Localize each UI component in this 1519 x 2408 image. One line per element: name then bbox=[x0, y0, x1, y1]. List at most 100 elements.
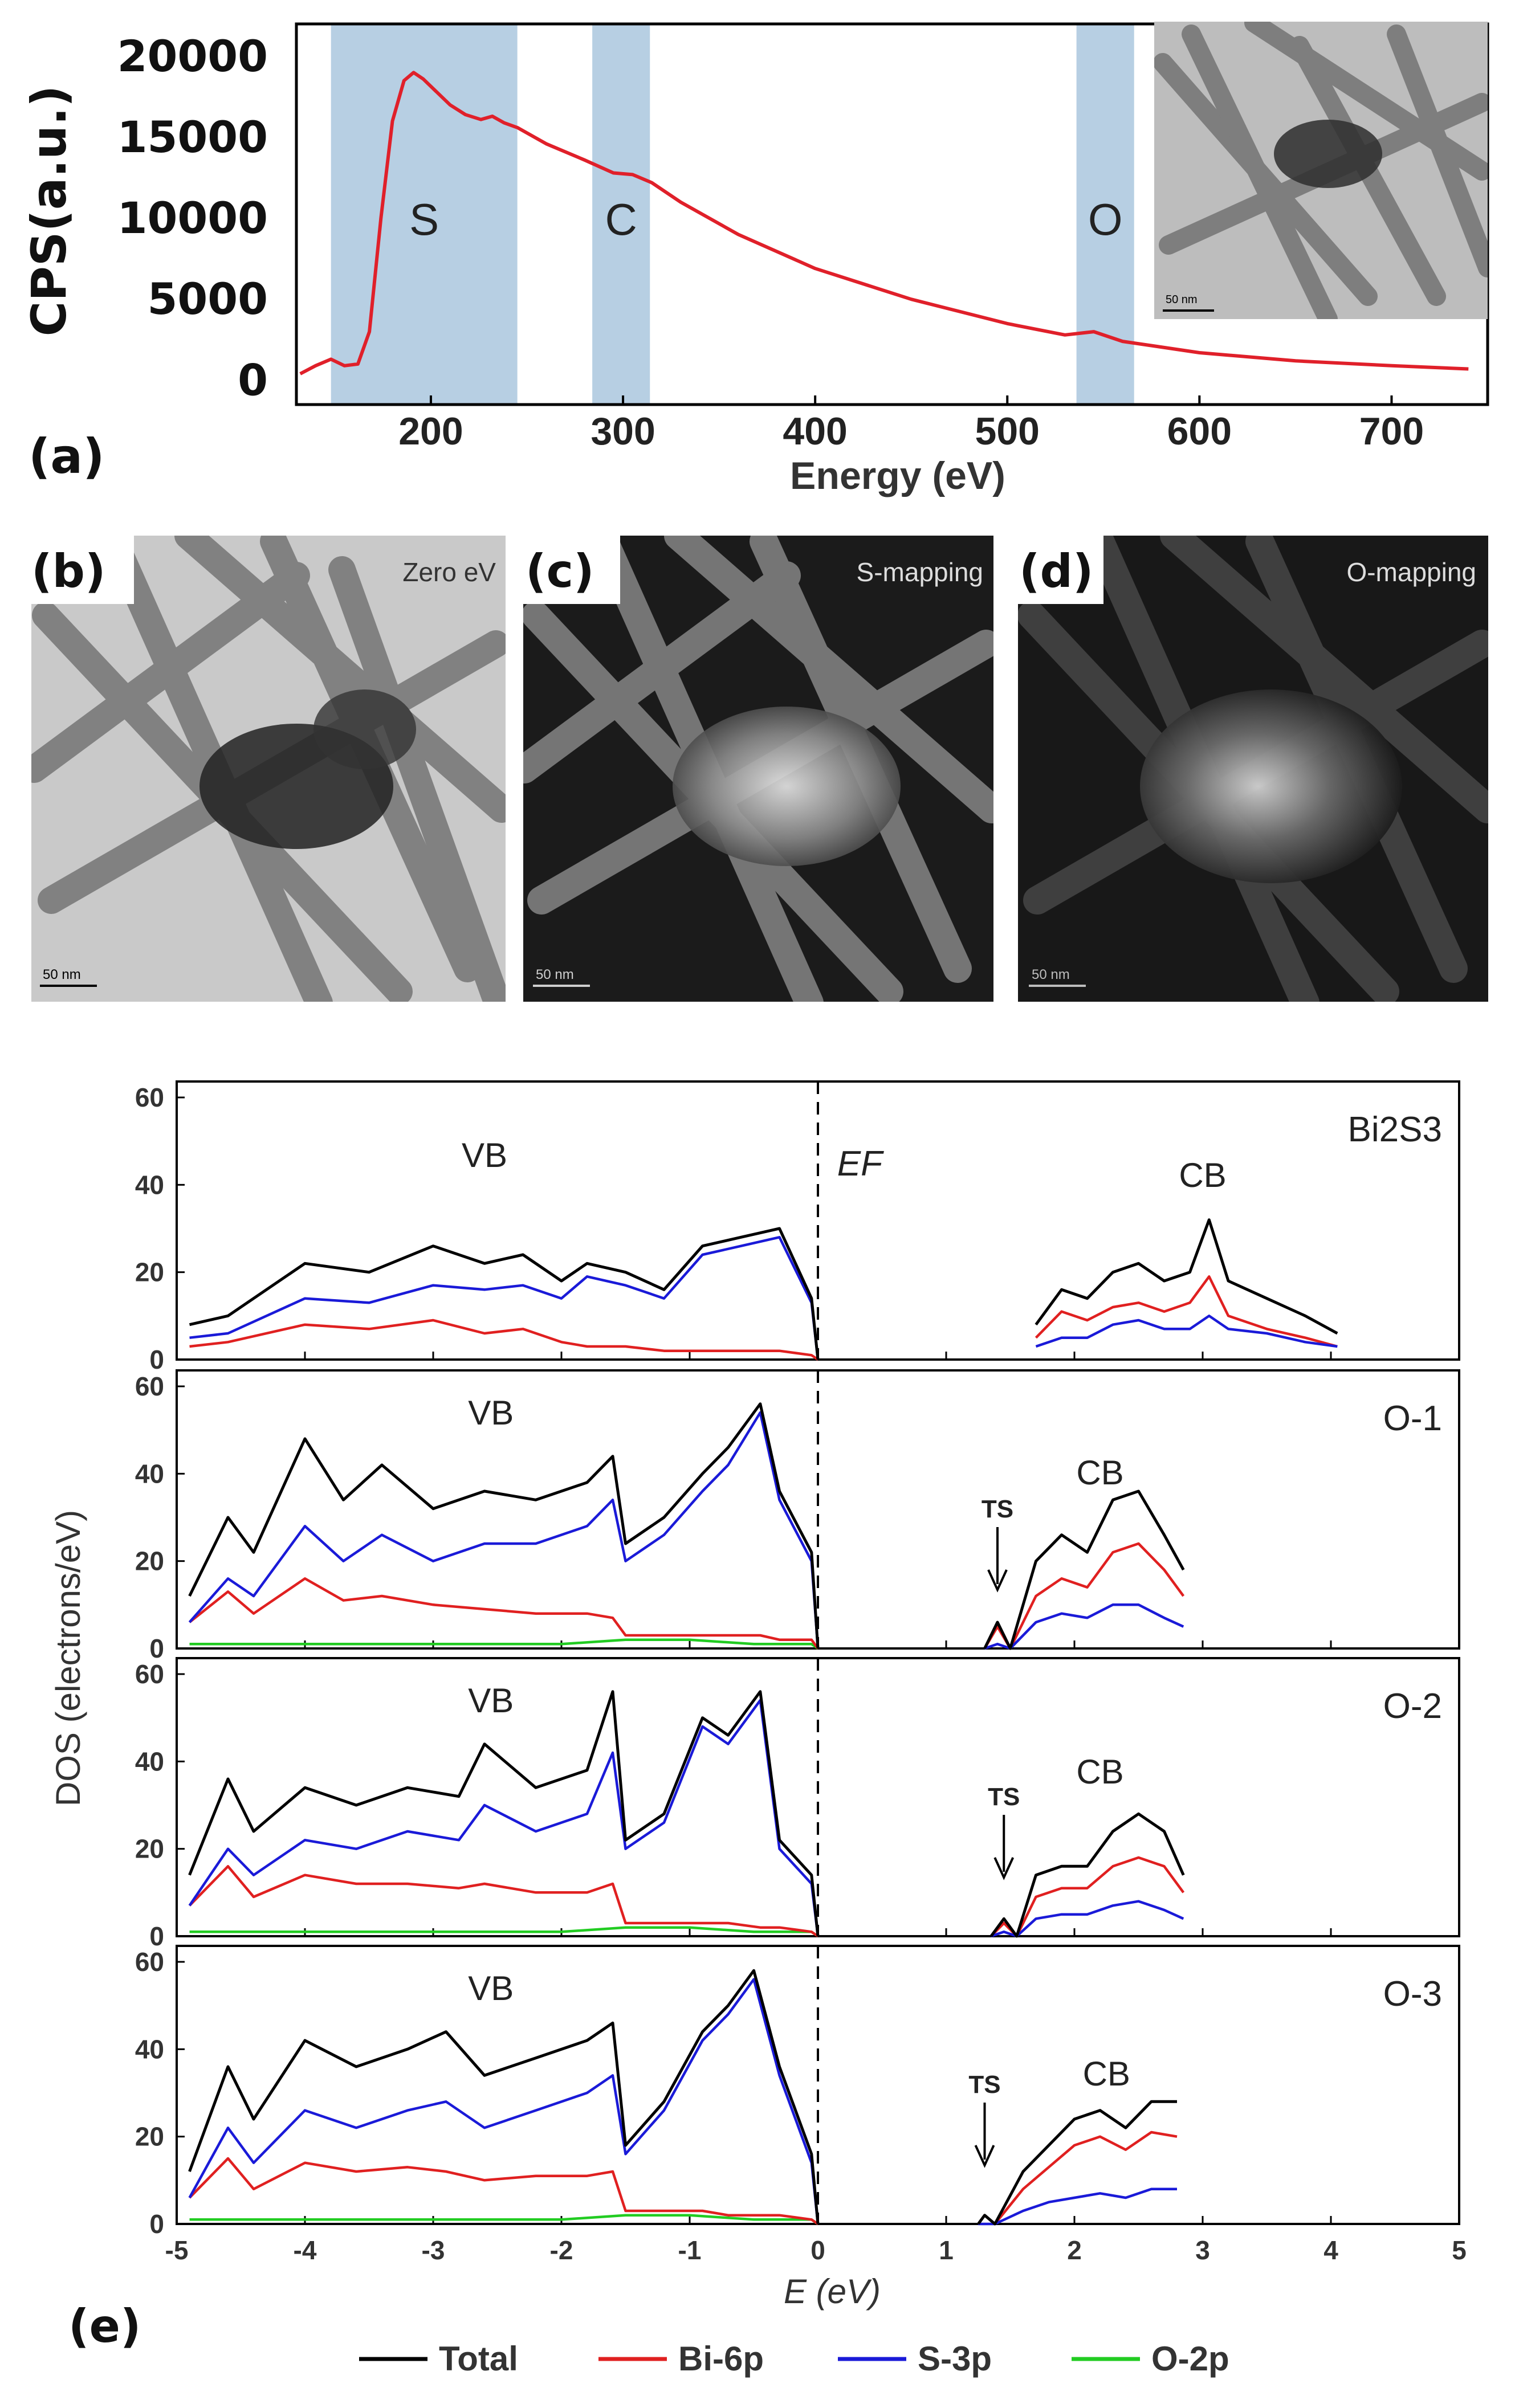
dos-series-s-3p bbox=[984, 1603, 1184, 1650]
eels-panel: 200 300 400 500 600 700 0 5000 10000 15000 20000 S… bbox=[21, 22, 1489, 497]
dos-subplot-title: O-3 bbox=[1383, 1974, 1442, 2014]
dos-series-s-3p bbox=[978, 2187, 1177, 2226]
eels-x-tick-label: 400 bbox=[783, 410, 847, 453]
dos-series-total bbox=[188, 1969, 820, 2225]
dos-series-s-3p bbox=[188, 1699, 820, 1937]
dos-series-total bbox=[977, 2100, 1177, 2226]
inset-scale-label: 50 nm bbox=[1166, 293, 1198, 306]
dos-series-total bbox=[189, 1227, 820, 1360]
dos-y-tick-label: 40 bbox=[135, 2034, 164, 2064]
dos-y-tick-label: 40 bbox=[135, 1746, 164, 1776]
ts-label: TS bbox=[982, 1495, 1013, 1523]
panel-label-d: (d) bbox=[1019, 545, 1093, 598]
eels-y-tick-label: 5000 bbox=[147, 274, 268, 324]
ts-label: TS bbox=[988, 1783, 1020, 1811]
dos-y-tick-label: 60 bbox=[135, 1947, 164, 1977]
ts-arrow-head bbox=[974, 2145, 995, 2168]
dos-y-tick-label: 20 bbox=[135, 1546, 164, 1576]
ts-arrow-head bbox=[993, 1857, 1015, 1880]
dos-series-total bbox=[1035, 1218, 1338, 1335]
eels-ticks: 200 300 400 500 600 700 0 5000 10000 15000 20000 bbox=[117, 31, 1424, 453]
image-label-o-mapping: O-mapping bbox=[1346, 557, 1476, 587]
dos-y-tick-label: 60 bbox=[135, 1372, 164, 1401]
legend-label-o-2p: O-2p bbox=[1151, 2340, 1229, 2378]
dos-subplots: 0 20 40 60 VB CB Bi2S3 EF 0 20 40 60 VB CB O-1 TS 0 20 40 6… bbox=[135, 1080, 1467, 2265]
eels-series-line bbox=[299, 71, 1469, 376]
cb-label: CB bbox=[1179, 1156, 1226, 1194]
dos-x-tick-label: -1 bbox=[678, 2235, 702, 2265]
band-label-c: C bbox=[605, 194, 637, 244]
eels-x-tick-label: 200 bbox=[398, 410, 463, 453]
band-label-o: O bbox=[1088, 194, 1123, 244]
eels-x-tick-label: 600 bbox=[1167, 410, 1232, 453]
dos-series-o-2p bbox=[189, 2214, 819, 2225]
panel-label-a: (a) bbox=[28, 428, 104, 484]
dos-series-total bbox=[989, 1812, 1185, 1938]
legend-label-s-3p: S-3p bbox=[918, 2340, 992, 2378]
dos-series-s-3p bbox=[1035, 1315, 1338, 1348]
dos-y-tick-label: 20 bbox=[135, 2122, 164, 2152]
dos-y-tick-label: 60 bbox=[135, 1083, 164, 1112]
eels-map-oxygen: (d) O-mapping 50 nm bbox=[1018, 536, 1488, 1002]
shaded-bands bbox=[331, 24, 1134, 405]
dos-y-tick-label: 20 bbox=[135, 1258, 164, 1287]
dos-x-tick-label: 1 bbox=[939, 2235, 954, 2265]
dos-x-axis-label: E (eV) bbox=[784, 2272, 881, 2311]
dos-x-tick-label: -2 bbox=[550, 2235, 573, 2265]
dos-series-bi-6p bbox=[1035, 1275, 1338, 1348]
dos-y-tick-label: 0 bbox=[149, 1634, 164, 1663]
eels-y-tick-label: 10000 bbox=[117, 193, 268, 243]
image-label-s-mapping: S-mapping bbox=[857, 557, 983, 587]
dos-y-tick-label: 20 bbox=[135, 1834, 164, 1864]
eels-x-tick-label: 300 bbox=[591, 410, 655, 453]
fermi-level-label: EF bbox=[837, 1144, 884, 1183]
tem-image-zero-ev: (b) Zero eV 50 nm bbox=[31, 536, 506, 1002]
ts-arrow-head bbox=[987, 1569, 1008, 1593]
dos-series-o-2p bbox=[189, 1926, 819, 1937]
scale-label-c: 50 nm bbox=[536, 967, 574, 982]
vb-label: VB bbox=[468, 1681, 514, 1720]
dos-y-tick-label: 40 bbox=[135, 1459, 164, 1488]
dos-series-o-2p bbox=[189, 1638, 819, 1650]
eels-x-tick-label: 500 bbox=[975, 410, 1040, 453]
dos-series-s-3p bbox=[188, 1411, 820, 1649]
dos-x-tick-label: 2 bbox=[1067, 2235, 1082, 2265]
dos-series-bi-6p bbox=[188, 2157, 819, 2225]
panel-label-e: (e) bbox=[68, 2300, 141, 2353]
dos-x-tick-label: -3 bbox=[422, 2235, 445, 2265]
dos-y-tick-label: 60 bbox=[135, 1659, 164, 1689]
vb-label: VB bbox=[468, 1969, 514, 2007]
dos-series-total bbox=[188, 1402, 820, 1649]
eels-x-tick-label: 700 bbox=[1359, 410, 1424, 453]
dos-x-tick-label: -5 bbox=[165, 2235, 189, 2265]
dos-x-tick-label: -4 bbox=[294, 2235, 317, 2265]
eels-y-tick-label: 15000 bbox=[117, 112, 268, 162]
band-label-s: S bbox=[409, 194, 439, 244]
shaded-band-s bbox=[331, 24, 518, 405]
dos-series-bi-6p bbox=[189, 1319, 819, 1361]
vb-label: VB bbox=[468, 1394, 514, 1432]
dos-subplot-o-3: 0 20 40 60 VB CB O-3 TS -5 -4 -3 -2 -1 0 1 2 3 4 5 bbox=[135, 1945, 1467, 2265]
cb-label: CB bbox=[1076, 1454, 1123, 1492]
dos-series-total bbox=[188, 1690, 820, 1937]
dos-series-total bbox=[983, 1489, 1185, 1650]
dos-x-tick-label: 3 bbox=[1195, 2235, 1210, 2265]
dos-subplot-title: O-2 bbox=[1383, 1687, 1442, 1726]
legend-label-bi-6p: Bi-6p bbox=[678, 2340, 764, 2378]
eels-map-sulfur: (c) S-mapping 50 nm bbox=[523, 536, 993, 1002]
panel-label-c: (c) bbox=[526, 545, 594, 598]
dos-subplot-title: O-1 bbox=[1383, 1399, 1442, 1438]
ts-label: TS bbox=[968, 2071, 1000, 2099]
dos-panel: 0 20 40 60 VB CB Bi2S3 EF 0 20 40 60 VB CB O-1 TS 0 20 40 6… bbox=[49, 1080, 1467, 2378]
dos-subplot-o-2: 0 20 40 60 VB CB O-2 TS bbox=[135, 1657, 1460, 1951]
dos-x-tick-label: 0 bbox=[811, 2235, 825, 2265]
eels-y-tick-label: 20000 bbox=[117, 31, 268, 81]
dos-subplot-title: Bi2S3 bbox=[1348, 1110, 1442, 1149]
dos-y-tick-label: 0 bbox=[149, 2209, 164, 2239]
dos-series-s-3p bbox=[188, 1978, 820, 2225]
dos-x-tick-label: 4 bbox=[1323, 2235, 1338, 2265]
eels-y-tick-label: 0 bbox=[238, 354, 268, 405]
image-label-zero-ev: Zero eV bbox=[402, 557, 496, 587]
cb-label: CB bbox=[1083, 2055, 1130, 2093]
